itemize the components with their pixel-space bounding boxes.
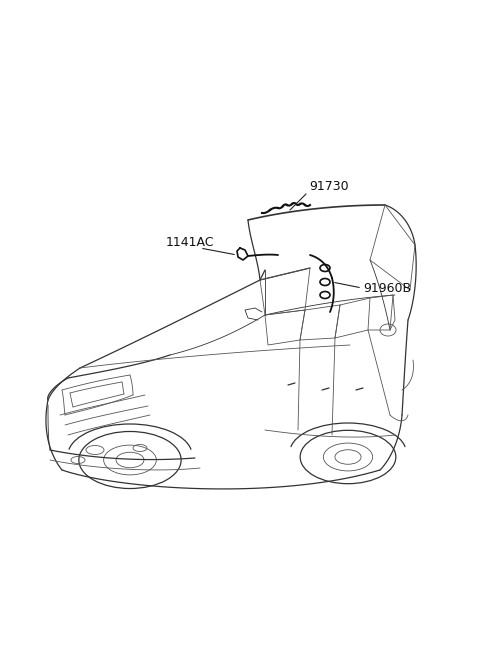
Text: 91730: 91730 [309, 179, 348, 193]
Text: 91960B: 91960B [363, 282, 411, 295]
Text: 1141AC: 1141AC [166, 236, 215, 248]
